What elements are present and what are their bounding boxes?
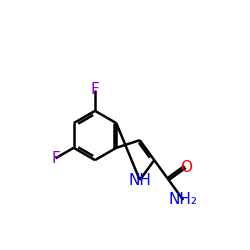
Text: F: F	[51, 151, 60, 166]
Text: NH₂: NH₂	[169, 192, 198, 208]
Text: F: F	[91, 82, 100, 98]
Text: O: O	[180, 160, 192, 175]
Text: NH: NH	[128, 172, 151, 188]
